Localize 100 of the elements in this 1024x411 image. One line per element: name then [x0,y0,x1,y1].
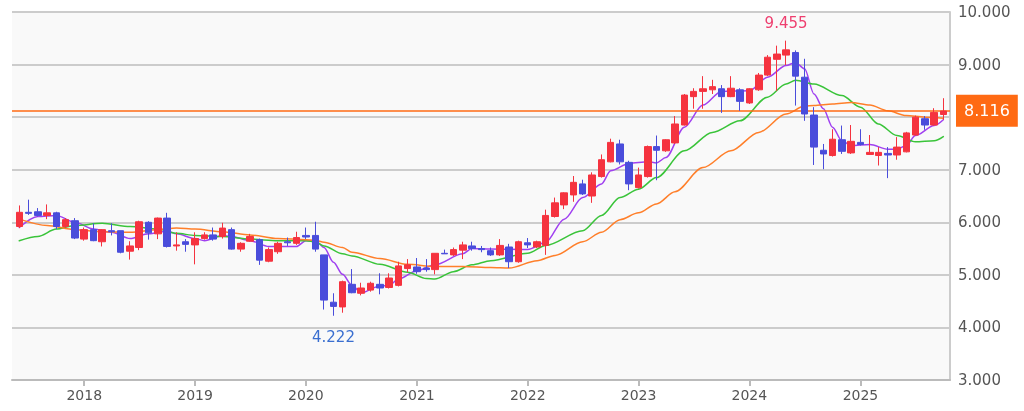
candlestick [431,252,439,275]
candlestick [256,238,263,266]
candlestick [478,245,485,253]
candlestick [330,292,337,317]
candlestick [820,143,827,170]
candlestick [903,131,910,153]
candlestick [598,153,605,179]
candlestick [468,241,476,252]
candlestick [570,175,577,203]
candlestick [320,254,328,311]
candlestick [154,217,162,240]
candlestick [209,227,217,242]
annotation: 4.222 [311,328,355,347]
candlestick [145,220,152,241]
candlestick [681,93,688,127]
candlestick [25,199,32,216]
y-tick-label: 5.000 [958,265,1001,284]
candlestick [459,241,467,260]
candlestick [801,58,808,122]
candlestick [34,207,42,217]
candlestick [246,233,254,243]
candlestick [53,211,60,230]
candlestick [838,125,846,155]
candlestick [579,179,586,196]
candlestick [302,227,310,240]
x-tick-label: 2021 [399,387,435,403]
candlestick [71,217,79,240]
y-tick-label: 9.000 [958,55,1001,74]
x-tick-label: 2024 [731,387,768,403]
candlestick [699,75,707,110]
candlestick [616,139,624,165]
candlestick [450,247,457,257]
candlestick [191,231,199,265]
y-tick-label: 7.000 [958,160,1001,179]
candlestick [339,280,346,314]
candlestick [108,222,115,236]
candlestick [237,241,245,253]
candlestick [736,87,744,112]
candlestick [690,87,697,110]
candlestick [284,237,291,247]
candlestick [792,49,799,107]
x-tick-label: 2025 [842,387,879,403]
candlestick [515,240,522,264]
candlestick [367,281,374,293]
x-tick-label: 2018 [66,387,103,403]
candlestick [16,204,23,229]
candlestick [312,221,319,253]
candlestick [98,228,106,247]
candlestick [635,167,642,190]
candlestick [163,212,171,249]
candlestick [219,222,226,240]
x-tick-label: 2022 [509,387,546,403]
candlestick [505,243,513,269]
candlestick [487,247,494,257]
candlestick [182,238,189,253]
candlestick [727,75,735,98]
candlestick [940,97,947,121]
x-tick-label: 2020 [288,387,324,403]
candlestick [912,115,919,137]
ref-line-label: 8.116 [964,101,1010,121]
x-tick-label: 2023 [620,387,657,403]
candlestick [43,203,51,220]
y-tick-label: 4.000 [958,318,1001,337]
candlestick [62,217,69,229]
candlestick [423,258,430,273]
candlestick [857,128,864,147]
y-tick-label: 10.000 [958,3,1011,21]
candlestick [847,124,855,155]
candlestick [90,222,97,242]
annotation: 9.455 [764,14,808,33]
candlestick [404,258,411,273]
candlestick [413,257,421,275]
candlestick [117,230,124,254]
candlestick [810,106,818,166]
candlestick [348,268,356,294]
candlestick [376,272,384,295]
candlestick [201,231,208,241]
candlestick [718,84,725,114]
candlestick [884,146,892,179]
candlestick [893,136,901,161]
y-tick-label: 3.000 [958,371,1001,389]
candlestick [357,282,365,296]
candlestick [930,107,938,127]
candlestick [829,128,836,158]
candlestick [644,145,652,179]
candlestick [395,261,402,287]
candlestick [625,160,633,191]
candlestick [228,227,235,251]
candlestick [607,138,614,163]
candlestick [293,231,300,246]
x-tick-label: 2019 [177,387,213,403]
candlestick [524,237,531,249]
y-tick-label: 6.000 [958,213,1001,232]
candlestick [588,171,596,204]
candlestick [709,79,716,95]
candlestick [921,115,929,131]
candlestick [496,238,504,257]
candlestick [653,135,660,181]
candlestick [746,87,753,105]
candlestick [80,227,88,242]
